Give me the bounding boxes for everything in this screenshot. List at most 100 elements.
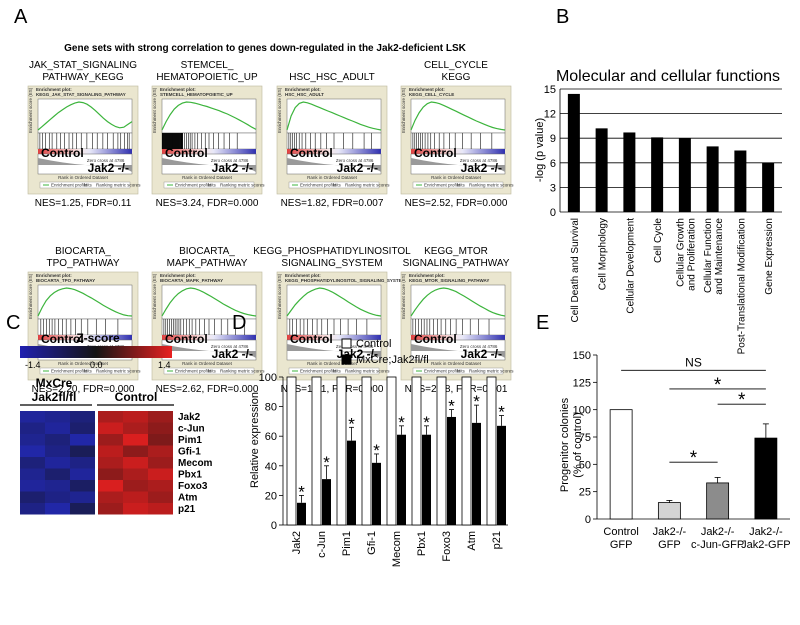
- gsea-set-name-line1: BIOCARTA_: [179, 246, 235, 257]
- gsea-plot-2: STEMCEL_HEMATOPOIETIC_UP Enrichment plot:…: [151, 60, 265, 209]
- gsea-plot-caption: Enrichment plot:: [160, 273, 196, 278]
- chart-d-significance: *: [398, 413, 405, 432]
- gsea-legend-box: [163, 181, 255, 189]
- gsea-legend-hits: Hits: [84, 183, 92, 188]
- gsea-rank-strip: [287, 149, 381, 154]
- zscore-colorbar: [20, 346, 172, 358]
- heatmap-cell: [148, 434, 173, 446]
- chart-d-xtick: Gfi-1: [366, 531, 378, 555]
- panel-label-d: D: [232, 312, 246, 334]
- gsea-legend-rank: Ranking metric scores: [96, 369, 141, 374]
- gsea-set-name-line1: KEGG_PHOSPHATIDYLINOSITOL: [253, 246, 411, 257]
- gsea-plot-caption: Enrichment plot:: [285, 273, 321, 278]
- chart-b-bar: [595, 128, 608, 212]
- gsea-set-name-line2: TPO_PATHWAY: [47, 258, 120, 269]
- heatmap-cell: [70, 503, 95, 515]
- gsea-control-label: Control: [41, 146, 84, 160]
- chart-e-xtick: Control: [603, 526, 638, 538]
- gsea-set-name-line2: SIGNALING_SYSTEM: [281, 258, 382, 269]
- gsea-legend-hits: Hits: [457, 183, 465, 188]
- zscore-mid: 0.0: [90, 360, 103, 370]
- chart-d-ytick: 100: [259, 372, 277, 384]
- chart-e-bar: [657, 502, 681, 520]
- heatmap-group-mx-line2: Jak2fl/fl: [32, 390, 77, 404]
- heatmap-cell: [70, 480, 95, 492]
- chart-d-xtick: Pim1: [341, 531, 353, 556]
- heatmap-cell: [70, 445, 95, 457]
- chart-e-xtick: Jak2-/-: [653, 526, 687, 538]
- gsea-set-name-line1: CELL_CYCLE: [424, 60, 488, 71]
- gsea-plot-title: HSC_HSC_ADULT: [285, 92, 324, 97]
- chart-e: 0255075100125150ControlGFPJak2-/-GFPJak2…: [573, 350, 791, 551]
- gsea-legend-rank: Ranking metric scores: [220, 183, 265, 188]
- panel-label-e: E: [536, 312, 549, 334]
- gsea-legend-es: Enrichment profile: [51, 183, 88, 188]
- gsea-es-curve: [161, 287, 257, 317]
- chart-d-bar-control: [336, 376, 347, 526]
- gsea-rank-strip: [38, 335, 132, 340]
- gsea-jak2-label: Jak2 -/-: [212, 347, 253, 361]
- gsea-legend-box: [39, 367, 131, 375]
- heatmap-cell: [70, 434, 95, 446]
- gsea-plot-title: BIOCARTA_MAPK_PATHWAY: [160, 278, 223, 283]
- heatmap-gene-label: Gfi-1: [178, 447, 201, 458]
- gsea-zero-cross: Zero cross at 4786: [460, 158, 498, 163]
- gsea-rank-strip: [411, 149, 505, 154]
- chart-d-xtick: Foxo3: [441, 531, 453, 562]
- gsea-zero-cross: Zero cross at 4786: [211, 344, 249, 349]
- chart-b-ylabel: -log (p value): [534, 118, 546, 182]
- gsea-legend-hits: Hits: [333, 183, 341, 188]
- chart-d-bar-mxcre: [322, 479, 331, 525]
- chart-d-xtick: Atm: [466, 531, 478, 551]
- heatmap-cell: [45, 491, 70, 503]
- chart-e-ytick: 25: [579, 487, 591, 499]
- heatmap-cell: [20, 480, 45, 492]
- gsea-zero-cross: Zero cross at 4786: [336, 158, 374, 163]
- heatmap-group-control: Control: [115, 390, 158, 404]
- chart-d-ytick: 80: [265, 402, 277, 414]
- heatmap-cell: [45, 434, 70, 446]
- heatmap-cell: [148, 468, 173, 480]
- gsea-x-axis-label: Rank in Ordered Dataset: [307, 175, 358, 180]
- gsea-jak2-label: Jak2 -/-: [212, 161, 253, 175]
- gsea-set-name-line2: MAPK_PATHWAY: [167, 258, 248, 269]
- gsea-plot-title: KEGG_CELL_CYCLE: [409, 92, 454, 97]
- heatmap-cell: [20, 503, 45, 515]
- gsea-x-axis-label: Rank in Ordered Dataset: [307, 361, 358, 366]
- heatmap-cell: [148, 445, 173, 457]
- heatmap-cell: [123, 480, 148, 492]
- gsea-es-curve: [410, 101, 506, 131]
- heatmap-cell: [20, 434, 45, 446]
- gsea-legend-box: [288, 367, 380, 375]
- gsea-plot-title: BIOCARTA_TPO_PATHWAY: [36, 278, 95, 283]
- gsea-es-area: [410, 98, 506, 134]
- chart-d-significance: *: [348, 414, 355, 433]
- chart-b-title: Molecular and cellular functions: [556, 68, 780, 85]
- chart-d-ytick: 20: [265, 490, 277, 502]
- gsea-x-axis-label: Rank in Ordered Dataset: [431, 361, 482, 366]
- gsea-es-axis-label: Enrichment score (ES): [277, 273, 282, 319]
- gsea-zero-cross: Zero cross at 4786: [460, 344, 498, 349]
- gsea-control-label: Control: [41, 332, 84, 346]
- gsea-plot-caption: Enrichment plot:: [160, 87, 196, 92]
- gsea-legend-hits: Hits: [84, 369, 92, 374]
- gsea-zero-cross: Zero cross at 4786: [336, 344, 374, 349]
- legend-control-label: Control: [356, 338, 391, 350]
- gsea-es-area: [286, 98, 382, 134]
- gsea-stats: NES=2.62, FDR=0.000: [156, 384, 259, 395]
- legend-control-swatch: [341, 338, 352, 349]
- heatmap-cell: [148, 457, 173, 469]
- chart-d-significance: *: [298, 482, 305, 501]
- heatmap-cell: [98, 422, 123, 434]
- chart-b-xtick: Cellular Development: [625, 218, 636, 314]
- gsea-metric-profile: [287, 158, 381, 172]
- gsea-plot-7: KEGG_PHOSPHATIDYLINOSITOLSIGNALING_SYSTE…: [253, 246, 411, 395]
- gsea-set-name-line2: PATHWAY_KEGG: [42, 72, 124, 83]
- chart-b: 0 3 6 9 12 15 Cell Death and Survival Cell Morp…: [544, 84, 782, 354]
- gsea-legend-hits: Hits: [208, 369, 216, 374]
- chart-d-xtick: c-Jun: [316, 531, 328, 558]
- chart-d-xtick: Jak2: [291, 531, 303, 554]
- gsea-es-curve: [37, 101, 133, 131]
- gsea-legend-rank: Ranking metric scores: [469, 369, 514, 374]
